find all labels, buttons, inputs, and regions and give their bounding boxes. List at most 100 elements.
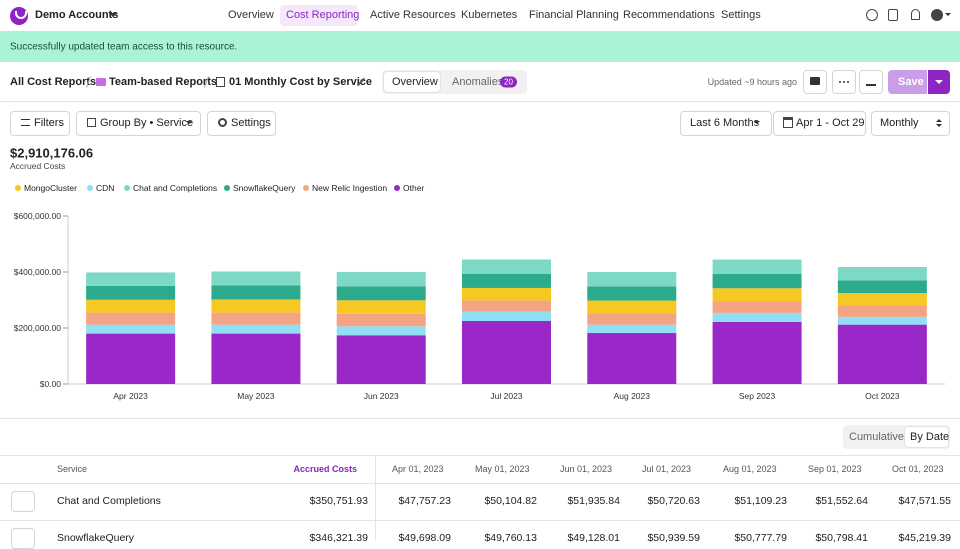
top-nav (0, 0, 960, 31)
group-by-button[interactable] (76, 111, 201, 136)
x-tick-label: May 2023 (237, 391, 275, 401)
row-chart-button[interactable] (11, 491, 35, 512)
total-label: Accrued Costs (10, 161, 66, 171)
bar-segment (837, 324, 927, 384)
bar-segment (336, 300, 426, 314)
account-switcher[interactable]: Demo Accounts (35, 9, 119, 21)
legend-label[interactable]: CDN (96, 183, 115, 193)
user-icon[interactable] (931, 9, 943, 21)
column-header[interactable]: Sep 01, 2023 (808, 464, 862, 474)
column-header[interactable]: Oct 01, 2023 (892, 464, 944, 474)
y-tick-label: $200,000.00 (14, 323, 62, 333)
column-header[interactable]: Aug 01, 2023 (723, 464, 777, 474)
bar-segment (837, 267, 927, 281)
column-divider (375, 455, 376, 540)
column-header[interactable]: Jun 01, 2023 (560, 464, 613, 474)
overview-tab[interactable] (384, 72, 440, 92)
legend-swatch (394, 185, 400, 191)
cumulative-toggle[interactable]: Cumulative (849, 431, 905, 443)
cost-cell: $51,935.84 (567, 495, 620, 507)
column-header[interactable]: Service (57, 464, 88, 474)
caret (186, 121, 192, 127)
bar-segment (712, 312, 802, 322)
bar-segment (712, 259, 802, 275)
docs-icon[interactable] (888, 9, 898, 21)
download-icon (866, 76, 876, 86)
caret (936, 116, 942, 122)
save-button[interactable] (888, 70, 927, 94)
column-header[interactable]: May 01, 2023 (475, 464, 530, 474)
cost-cell: $51,552.64 (815, 495, 868, 507)
dates-button[interactable] (773, 111, 866, 136)
service-name: Chat and Completions (57, 495, 161, 507)
bar-segment (211, 312, 301, 325)
cost-cell: $47,757.23 (398, 495, 451, 507)
success-banner (0, 31, 960, 62)
group-by-label: Group By • Service (100, 117, 194, 129)
total-cost: $2,910,176.06 (10, 145, 94, 161)
anomalies-tab[interactable]: Anomalies (452, 76, 504, 88)
bar-segment (712, 321, 802, 384)
breadcrumb-root[interactable]: All Cost Reports (10, 76, 97, 88)
nav-tab[interactable]: Financial Planning (529, 9, 619, 21)
download-button[interactable] (859, 70, 883, 94)
nav-tab[interactable]: Active Resources (370, 9, 456, 21)
caret (935, 80, 943, 88)
bar-segment (462, 259, 551, 274)
nav-tab[interactable]: Settings (721, 9, 761, 21)
legend-label[interactable]: SnowflakeQuery (233, 183, 296, 193)
legend-swatch (303, 185, 309, 191)
nav-tab[interactable]: Cost Reporting (286, 9, 360, 21)
cost-cell: $350,751.93 (309, 495, 368, 507)
logo-mark (15, 11, 27, 19)
x-tick-label: Apr 2023 (113, 391, 148, 401)
breadcrumb-folder[interactable]: Team-based Reports (109, 76, 217, 88)
cost-cell: $45,219.39 (898, 532, 951, 544)
nav-tab[interactable]: Kubernetes (461, 9, 518, 21)
report-icon (216, 77, 225, 87)
bar-segment (86, 272, 176, 286)
column-header[interactable]: Apr 01, 2023 (392, 464, 444, 474)
by-date-bg (905, 427, 948, 447)
legend-label[interactable]: MongoCluster (24, 183, 77, 193)
bar-segment (837, 293, 927, 306)
nav-tab[interactable]: Recommendations (623, 9, 715, 21)
y-tick-label: $400,000.00 (14, 267, 62, 277)
cost-cell: $49,698.09 (398, 532, 451, 544)
notifications-icon[interactable] (911, 9, 920, 20)
cost-chart: $0.00 $200,000.00 $400,000.00 $600,000.00 Ap… (14, 211, 945, 401)
granularity-button[interactable] (871, 111, 950, 136)
legend-label[interactable]: Chat and Completions (133, 183, 218, 193)
bar-segment (211, 333, 301, 384)
nav-tab[interactable]: Overview (228, 9, 274, 21)
bar-segment (587, 313, 677, 325)
column-header[interactable]: Jul 01, 2023 (642, 464, 692, 474)
bar-segment (587, 324, 677, 334)
bar-segment (462, 311, 551, 321)
anomalies-badge: 20 (500, 76, 517, 88)
granularity-label: Monthly (880, 117, 919, 129)
folder-icon (96, 78, 106, 86)
help-icon[interactable] (866, 9, 878, 21)
active-tab-bg (280, 5, 358, 26)
filters-button[interactable] (10, 111, 70, 136)
caret (936, 124, 942, 130)
x-tick-label: Jun 2023 (364, 391, 399, 401)
cost-cell: $50,104.82 (484, 495, 537, 507)
overview-tab-label: Overview (392, 76, 438, 88)
bar-segment (837, 316, 927, 325)
y-tick-label: $0.00 (40, 379, 62, 389)
row-chart-button[interactable] (11, 528, 35, 549)
legend-label[interactable]: New Relic Ingestion (312, 183, 388, 193)
cost-cell: $49,128.01 (567, 532, 620, 544)
y-tick-label: $600,000.00 (14, 211, 62, 221)
column-header[interactable]: Accrued Costs (293, 464, 357, 474)
table-icon (87, 118, 96, 127)
legend-label[interactable]: Other (403, 183, 425, 193)
bar-segment (587, 333, 677, 384)
cost-cell: $50,798.41 (815, 532, 868, 544)
bar-segment (336, 313, 426, 327)
updated-label: Updated ~9 hours ago (707, 77, 797, 87)
by-date-toggle[interactable]: By Date (910, 431, 950, 443)
